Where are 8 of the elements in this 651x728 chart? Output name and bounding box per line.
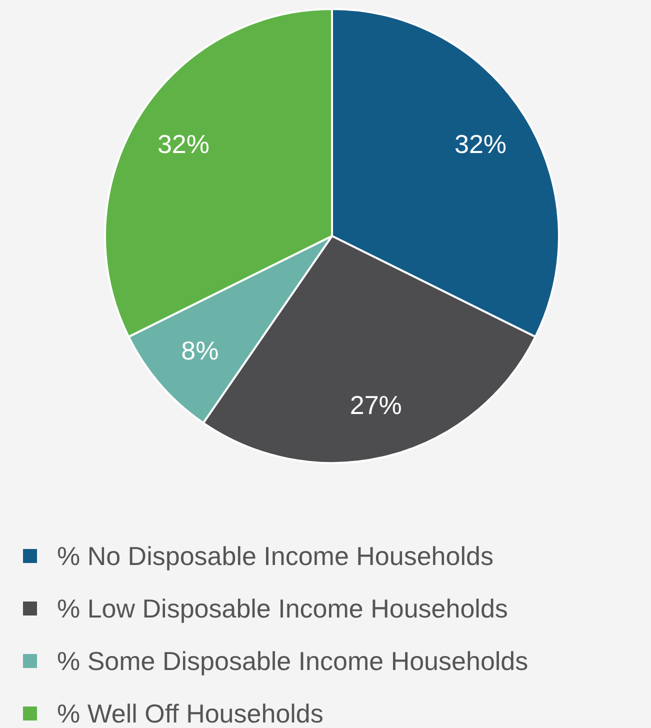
data-label: 27%: [350, 390, 402, 420]
data-label: 32%: [157, 128, 210, 159]
data-label: 8%: [181, 335, 219, 366]
legend-label: % Some Disposable Income Households: [57, 646, 528, 676]
legend-label: % Low Disposable Income Households: [57, 594, 508, 624]
legend-label: % No Disposable Income Households: [57, 541, 494, 571]
data-label: 32%: [454, 128, 507, 159]
legend-label: % Well Off Households: [57, 698, 324, 728]
